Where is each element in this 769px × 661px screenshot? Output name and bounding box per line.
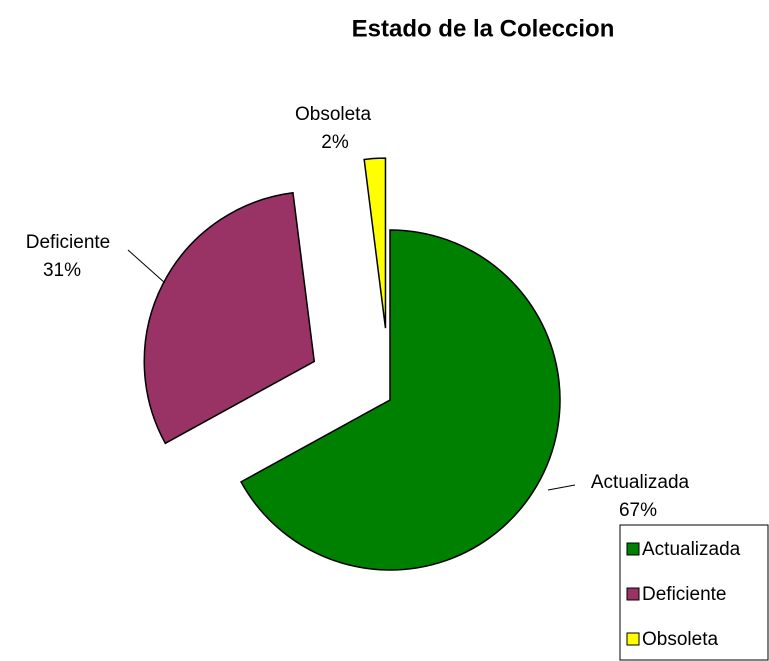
legend-label: Obsoleta xyxy=(642,629,718,650)
legend-label: Actualizada xyxy=(642,539,741,560)
leader-line xyxy=(127,249,166,284)
legend-swatch xyxy=(626,587,640,601)
slice-label: Actualizada xyxy=(591,472,690,493)
leader-line xyxy=(547,484,576,491)
chart-title: Estado de la Coleccion xyxy=(352,15,615,42)
slice-value-label: 67% xyxy=(619,500,657,521)
slice-label: Obsoleta xyxy=(295,104,371,125)
slice-value-label: 2% xyxy=(321,132,349,153)
slice-value-label: 31% xyxy=(43,260,81,281)
pie-slice xyxy=(143,191,316,445)
legend-label: Deficiente xyxy=(642,584,727,605)
slice-label: Deficiente xyxy=(26,232,111,253)
pie-slice xyxy=(240,229,561,571)
legend-swatch xyxy=(626,632,640,646)
legend-swatch xyxy=(626,542,640,556)
pie-slice xyxy=(363,157,387,329)
legend-box xyxy=(619,524,769,661)
